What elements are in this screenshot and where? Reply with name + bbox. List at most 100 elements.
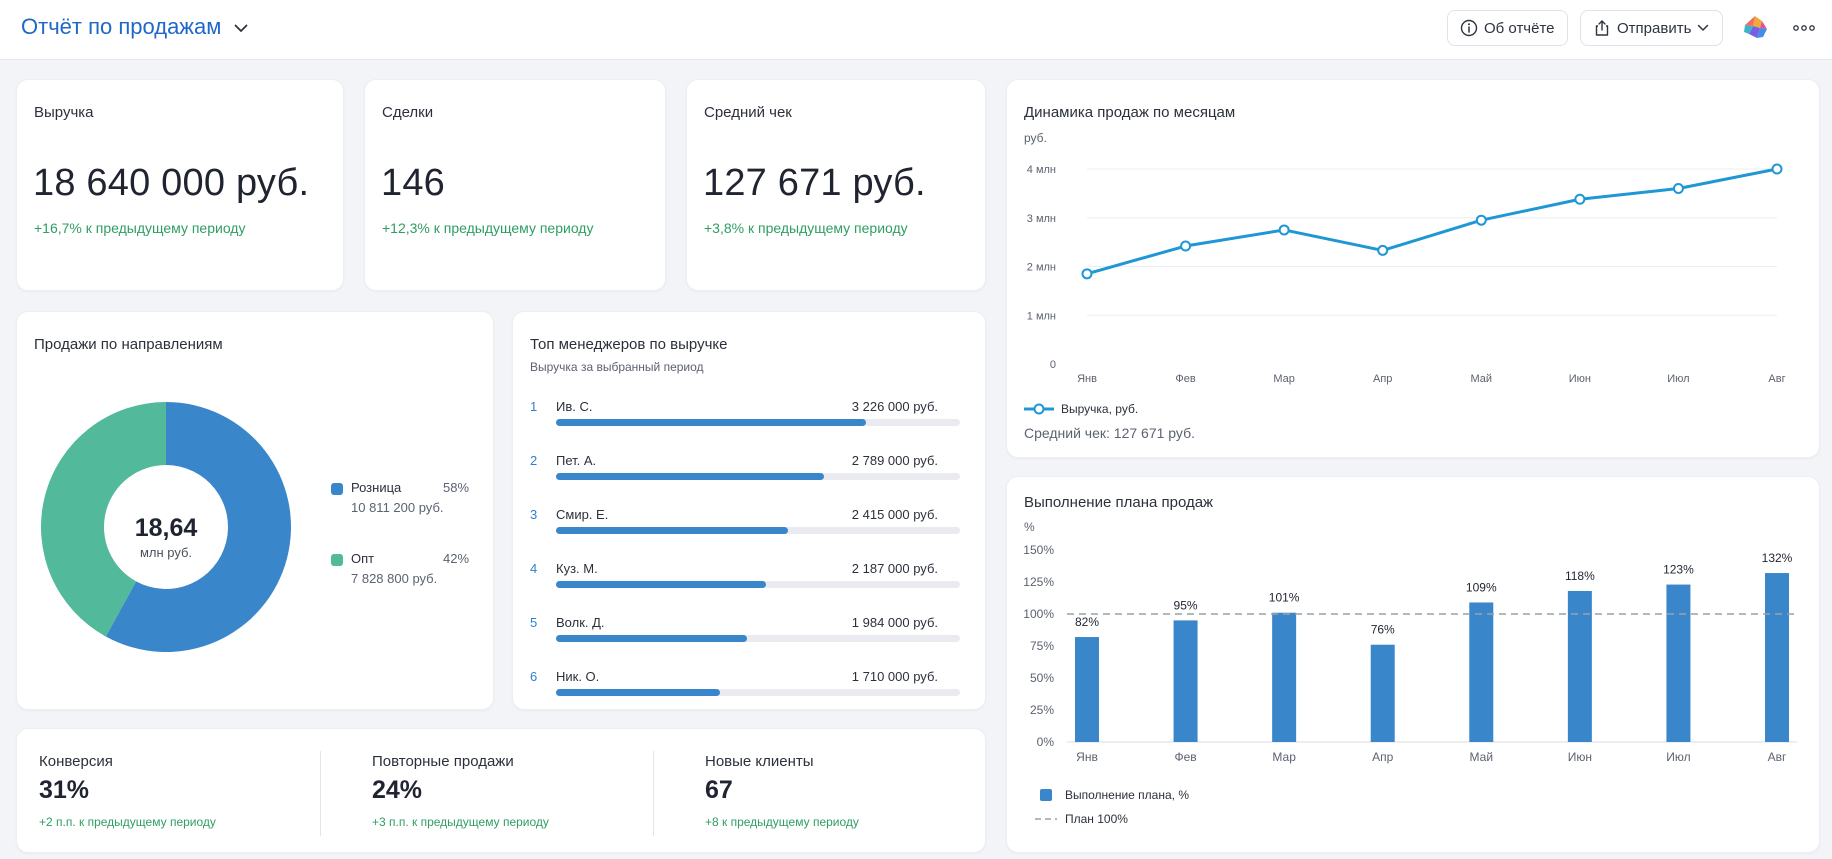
bar (1370, 644, 1395, 742)
x-tick-label: Июл (1667, 373, 1689, 385)
about-report-button[interactable]: Об отчёте (1447, 10, 1568, 46)
manager-amount: 2 187 000 руб. (851, 561, 938, 576)
y-tick-label: 50% (1030, 671, 1054, 685)
legend-swatch (331, 554, 343, 566)
divider (653, 751, 654, 836)
bar-data-label: 118% (1565, 569, 1595, 583)
y-tick-label: 75% (1030, 639, 1054, 653)
manager-rank: 6 (530, 669, 538, 684)
kpi-label: Выручка (34, 104, 94, 121)
bar-chart: Выполнение плана продаж% 0% 25% 50% 75% 100% 1… (1023, 494, 1797, 826)
kpi-card-revenue: Выручка 18 640 000 руб. +16,7% к предыду… (16, 79, 344, 291)
bar (1765, 573, 1789, 742)
y-tick-label: 25% (1030, 703, 1054, 717)
bar (1075, 637, 1099, 742)
manager-name: Ник. О. (556, 669, 600, 684)
y-axis-unit: % (1024, 520, 1035, 534)
copilot-icon[interactable] (1741, 14, 1769, 42)
series-line (1086, 167, 1778, 276)
kpi-card-deals: Сделки 146 +12,3% к предыдущему периоду (364, 79, 666, 291)
y-tick-label: 0% (1037, 735, 1055, 749)
manager-name: Пет. А. (556, 453, 597, 468)
chevron-down-icon (234, 24, 248, 32)
donut-slice-wholesale (40, 402, 166, 637)
legend-label: Выручка, руб. (1061, 402, 1138, 416)
kpi-value: 18 640 000 руб. (33, 162, 310, 204)
y-tick-label: 100% (1023, 607, 1054, 621)
mini-kpi-label: Новые клиенты (705, 753, 814, 770)
y-tick-label: 1 млн (1027, 310, 1056, 322)
data-point (1180, 240, 1192, 252)
y-axis-unit: руб. (1024, 131, 1047, 145)
mini-kpi-conversion: Конверсия 31% +2 п.п. к предыдущему пери… (39, 729, 339, 854)
mini-kpi-delta: +3 п.п. к предыдущему периоду (372, 815, 549, 829)
bar (1666, 584, 1691, 742)
average-check-note: Средний чек: 127 671 руб. (1024, 425, 1195, 441)
card-title: Топ менеджеров по выручке (530, 336, 728, 353)
data-point (1672, 183, 1684, 194)
sales-by-direction-card: Продажи по направлениям 18,64 млн руб. Ро… (16, 311, 494, 710)
kpi-card-average-check: Средний чек 127 671 руб. +3,8% к предыду… (686, 79, 986, 291)
data-point (1771, 163, 1783, 175)
y-tick-label: 3 млн (1027, 213, 1056, 225)
data-point (1574, 193, 1586, 205)
donut-chart: 18,64 млн руб. (40, 402, 291, 652)
manager-rank: 5 (530, 615, 538, 630)
manager-amount: 3 226 000 руб. (851, 399, 938, 414)
x-tick-label: Мар (1273, 373, 1295, 385)
manager-rank: 1 (530, 399, 538, 414)
y-tick-label: 125% (1023, 575, 1054, 589)
manager-row: 6 Ник. О. 1 710 000 руб. (530, 669, 960, 709)
donut-center-value: 18,64 (135, 514, 198, 542)
bar-data-label: 109% (1466, 580, 1497, 594)
manager-amount: 2 415 000 руб. (851, 507, 938, 522)
bar-data-label: 82% (1075, 615, 1099, 629)
kpi-label: Сделки (382, 104, 434, 121)
data-point (1278, 224, 1290, 236)
divider (320, 751, 321, 836)
kpi-value: 146 (381, 162, 446, 204)
x-tick-label: Авг (1768, 373, 1785, 385)
chart-title: Выполнение плана продаж (1024, 494, 1213, 511)
report-title-dropdown[interactable]: Отчёт по продажам (21, 14, 248, 40)
progress-track (556, 419, 960, 426)
x-tick-label: Июл (1666, 750, 1690, 764)
progress-fill (556, 419, 867, 426)
manager-rank: 3 (530, 507, 538, 522)
legend-label: План 100% (1065, 812, 1128, 826)
progress-fill (556, 689, 721, 696)
top-bar: Отчёт по продажам Об отчёте Отправить (0, 0, 1832, 60)
top-managers-card: Топ менеджеров по выручке Выручка за выб… (512, 311, 986, 710)
mini-kpi-value: 31% (39, 776, 90, 804)
info-icon (1460, 19, 1478, 37)
kpi-value: 127 671 руб. (703, 162, 926, 204)
legend-name: Опт (351, 551, 375, 566)
mini-kpi-delta: +8 к предыдущему периоду (705, 815, 859, 829)
progress-track (556, 689, 960, 696)
kpi-label: Средний чек (704, 104, 792, 121)
manager-row: 3 Смир. Е. 2 415 000 руб. (530, 507, 960, 547)
x-tick-label: Янв (1076, 750, 1098, 764)
mini-kpi-label: Повторные продажи (372, 753, 514, 770)
progress-track (556, 473, 960, 480)
x-tick-label: Июн (1569, 373, 1591, 385)
more-options-icon[interactable] (1792, 22, 1816, 34)
x-tick-label: Фев (1175, 373, 1195, 385)
progress-fill (556, 473, 825, 480)
legend-amount: 7 828 800 руб. (351, 571, 438, 586)
y-tick-label: 2 млн (1027, 262, 1056, 274)
bar-data-label: 95% (1174, 598, 1198, 612)
manager-amount: 1 710 000 руб. (851, 669, 938, 684)
legend-percent: 58% (443, 480, 470, 495)
legend-marker (1033, 403, 1045, 415)
bar (1173, 620, 1198, 742)
chevron-down-icon (1698, 24, 1709, 31)
card-subtitle: Выручка за выбранный период (530, 360, 704, 374)
kpi-delta: +3,8% к предыдущему периоду (704, 220, 908, 236)
mini-kpi-delta: +2 п.п. к предыдущему периоду (39, 815, 216, 829)
send-button[interactable]: Отправить (1580, 10, 1723, 46)
bar-data-label: 123% (1663, 563, 1694, 577)
data-point (1475, 214, 1487, 226)
progress-fill (556, 581, 767, 588)
bar-data-label: 132% (1762, 551, 1793, 565)
